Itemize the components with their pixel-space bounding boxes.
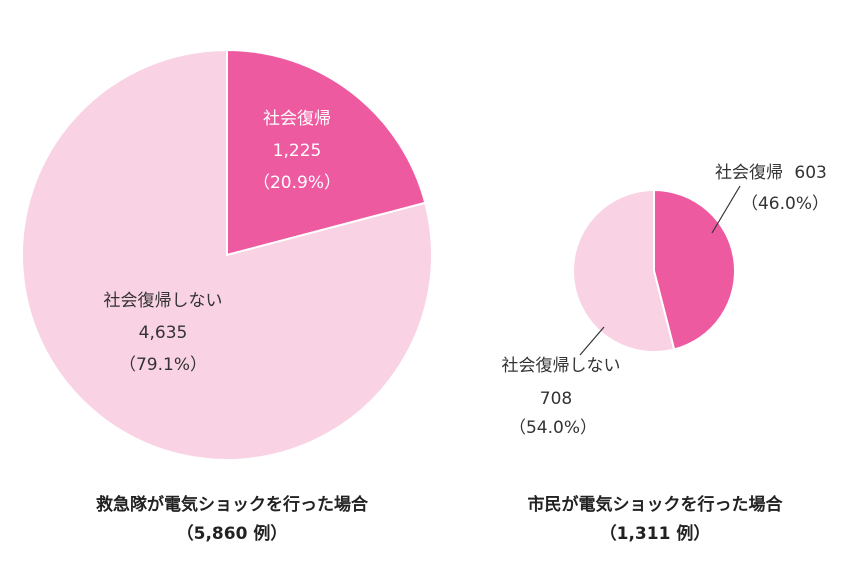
pie1-slice1-percent: （20.9%） <box>253 173 341 193</box>
pie-chart-ambulance <box>21 48 433 461</box>
pie2-slice-2 <box>572 188 676 353</box>
pie2-total: （1,311 例） <box>600 523 711 544</box>
pie2-slice1-label: 社会復帰 603 <box>715 163 827 183</box>
pie2-slice1-leader <box>711 185 741 234</box>
pie1-slice1-value: 1,225 <box>273 141 322 161</box>
pie1-slice2-name: 社会復帰しない <box>104 291 223 311</box>
pie1-slice1-name: 社会復帰 <box>263 109 331 129</box>
pie2-slice2-percent: （54.0%） <box>509 418 597 438</box>
pie2-labels: 社会復帰 603 （46.0%） 社会復帰しない 708 （54.0%） 市民が… <box>502 163 830 544</box>
pie2-slice1-name: 社会復帰 <box>715 163 783 183</box>
pie2-slice1-value: 603 <box>794 163 826 183</box>
pie1-caption: 救急隊が電気ショックを行った場合 <box>96 494 369 515</box>
pie2-slice-1 <box>653 188 736 351</box>
pie2-caption: 市民が電気ショックを行った場合 <box>528 494 784 515</box>
pie2-slice2-value: 708 <box>540 389 572 409</box>
pie1-slice-1 <box>226 48 427 257</box>
pie2-slice1-percent: （46.0%） <box>741 194 829 214</box>
pie1-labels: 社会復帰 1,225 （20.9%） 社会復帰しない 4,635 （79.1%）… <box>96 109 369 544</box>
pie1-slice-2 <box>21 48 433 461</box>
pie2-slice2-leader <box>579 326 605 356</box>
pie1-slice2-percent: （79.1%） <box>119 355 207 375</box>
pie-chart-citizen <box>572 188 736 353</box>
pie2-slice2-name: 社会復帰しない <box>502 356 621 376</box>
pie1-slice2-value: 4,635 <box>139 323 188 343</box>
pie1-total: （5,860 例） <box>177 523 288 544</box>
